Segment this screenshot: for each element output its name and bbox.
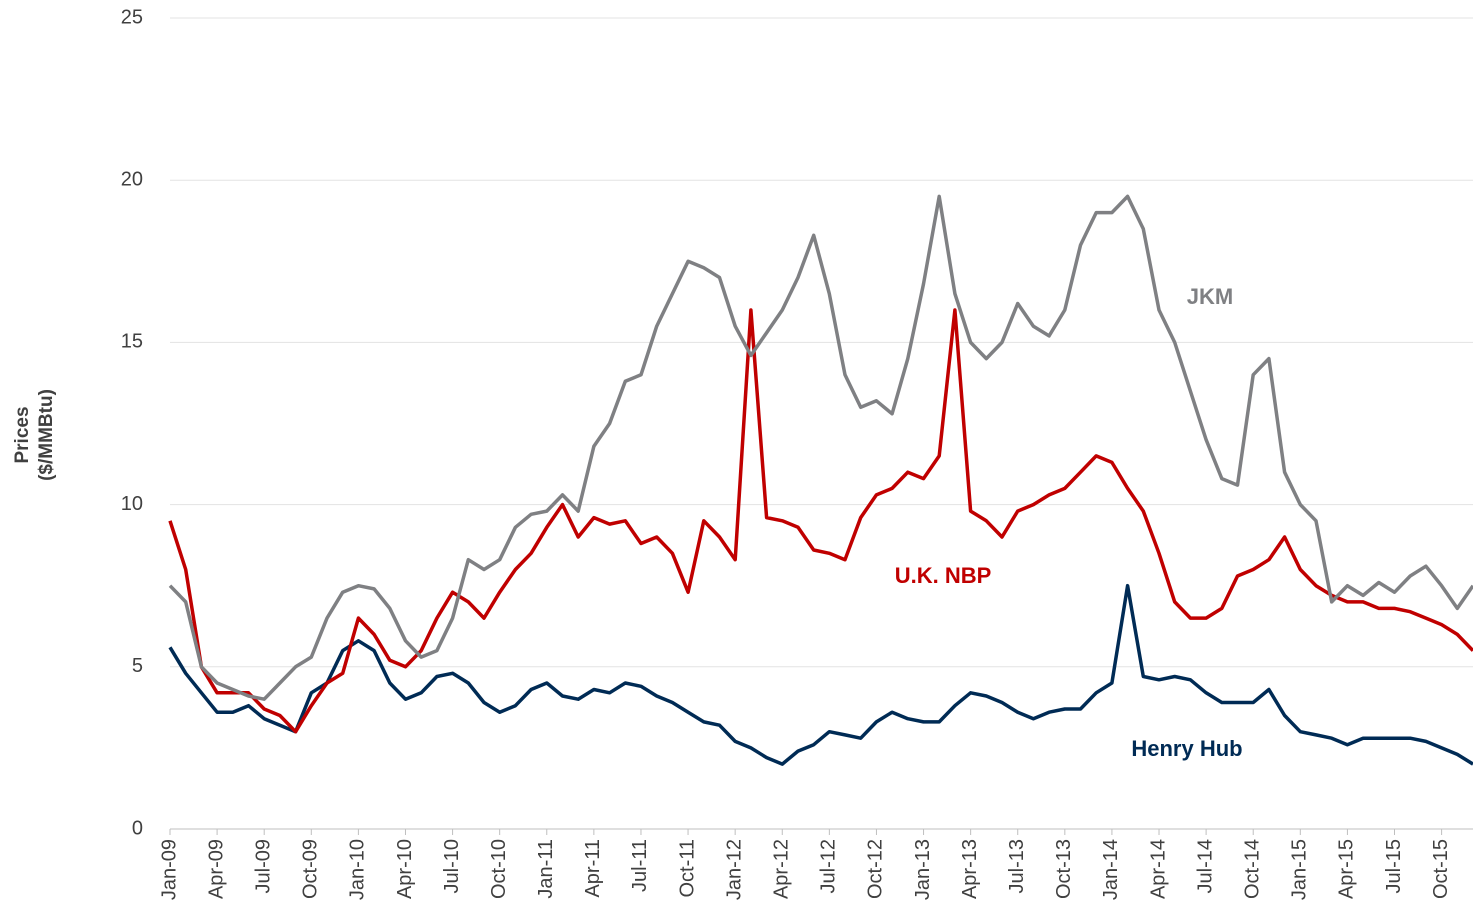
series-label: Henry Hub xyxy=(1131,736,1242,761)
x-tick-label: Jan-15 xyxy=(1289,839,1311,900)
x-tick-label: Apr-13 xyxy=(959,839,981,899)
y-tick-label: 25 xyxy=(121,6,143,28)
x-tick-label: Apr-11 xyxy=(582,839,604,898)
x-tick-label: Jul-13 xyxy=(1006,839,1028,893)
x-tick-label: Jul-11 xyxy=(629,839,651,892)
y-axis-label: ($/MMBtu) xyxy=(36,389,57,481)
x-tick-label: Jan-14 xyxy=(1100,839,1122,900)
y-tick-label: 0 xyxy=(132,817,143,839)
x-tick-label: Jul-12 xyxy=(818,839,840,893)
x-tick-label: Oct-13 xyxy=(1053,839,1075,899)
x-tick-label: Oct-11 xyxy=(676,839,698,898)
x-tick-label: Jan-11 xyxy=(535,839,557,899)
y-tick-label: 10 xyxy=(121,493,143,515)
y-tick-label: 15 xyxy=(121,331,143,353)
series-label: JKM xyxy=(1187,284,1233,309)
x-tick-label: Jul-15 xyxy=(1383,839,1405,893)
series-line xyxy=(168,308,1473,734)
x-tick-label: Jul-14 xyxy=(1194,839,1216,893)
x-tick-label: Jul-10 xyxy=(441,839,463,893)
x-tick-label: Oct-12 xyxy=(865,839,887,899)
y-axis-label: Prices xyxy=(12,406,33,463)
x-tick-label: Apr-09 xyxy=(205,839,227,899)
x-tick-label: Oct-14 xyxy=(1241,839,1263,899)
x-tick-label: Jan-12 xyxy=(723,839,745,900)
x-tick-label: Oct-15 xyxy=(1430,839,1452,899)
x-tick-label: Jan-09 xyxy=(158,839,180,900)
x-tick-label: Jan-13 xyxy=(912,839,934,900)
series-label: U.K. NBP xyxy=(895,563,992,588)
x-tick-label: Oct-09 xyxy=(300,839,322,899)
y-tick-label: 5 xyxy=(132,655,143,677)
x-tick-label: Jan-10 xyxy=(347,839,369,900)
y-tick-label: 20 xyxy=(121,168,143,190)
x-tick-label: Apr-12 xyxy=(771,839,793,899)
x-tick-label: Oct-10 xyxy=(488,839,510,899)
x-tick-label: Apr-10 xyxy=(394,839,416,899)
series-line xyxy=(168,194,1473,701)
series-line xyxy=(168,583,1473,766)
x-tick-label: Apr-14 xyxy=(1147,839,1169,899)
x-tick-label: Apr-15 xyxy=(1336,839,1358,899)
x-tick-label: Jul-09 xyxy=(252,839,274,893)
